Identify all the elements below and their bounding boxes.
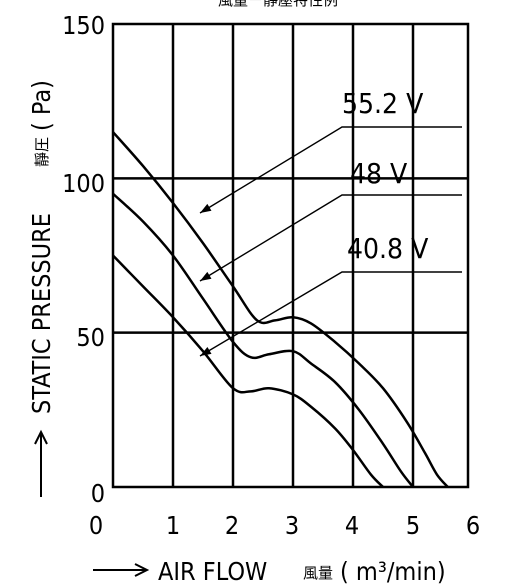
x-tick-label-2: 2 xyxy=(225,511,239,540)
curve-40-8v xyxy=(112,254,384,488)
series-leader-lines xyxy=(199,126,462,357)
leader-55-2v xyxy=(199,126,462,214)
curve-55-2v xyxy=(112,131,449,488)
y-tick-label-150: 150 xyxy=(62,11,105,40)
y-axis-arrow xyxy=(34,429,48,497)
series-label-48v: 48 V xyxy=(350,157,408,190)
x-tick-label-6: 6 xyxy=(466,511,480,540)
y-axis-unit: ( Pa) xyxy=(27,80,56,131)
y-axis-label: STATIC PRESSURE xyxy=(27,213,56,414)
x-tick-label-0: 0 xyxy=(89,511,103,540)
y-tick-label-100: 100 xyxy=(62,169,105,198)
y-tick-label-0: 0 xyxy=(91,479,105,508)
x-axis-label-cjk: 風量 xyxy=(303,564,333,582)
x-tick-label-5: 5 xyxy=(406,511,420,540)
curve-48v xyxy=(112,192,414,488)
leader-48v xyxy=(199,194,462,282)
x-tick-label-1: 1 xyxy=(166,511,180,540)
chart-title: 風量－靜壓特性例 xyxy=(218,0,338,9)
y-tick-label-50: 50 xyxy=(76,323,105,352)
series-label-40-8v: 40.8 V xyxy=(347,232,429,265)
y-axis-label-cjk: 靜圧 xyxy=(33,137,51,167)
x-axis-label: AIR FLOW xyxy=(158,557,267,586)
series-label-55-2v: 55.2 V xyxy=(342,87,424,120)
series-curves xyxy=(112,131,449,488)
x-tick-label-4: 4 xyxy=(345,511,359,540)
leader-40-8v xyxy=(199,271,462,357)
x-tick-label-3: 3 xyxy=(285,511,299,540)
grid-lines xyxy=(113,24,468,487)
x-axis-arrow xyxy=(93,563,150,577)
x-axis-unit: ( m³/min) xyxy=(340,557,446,586)
